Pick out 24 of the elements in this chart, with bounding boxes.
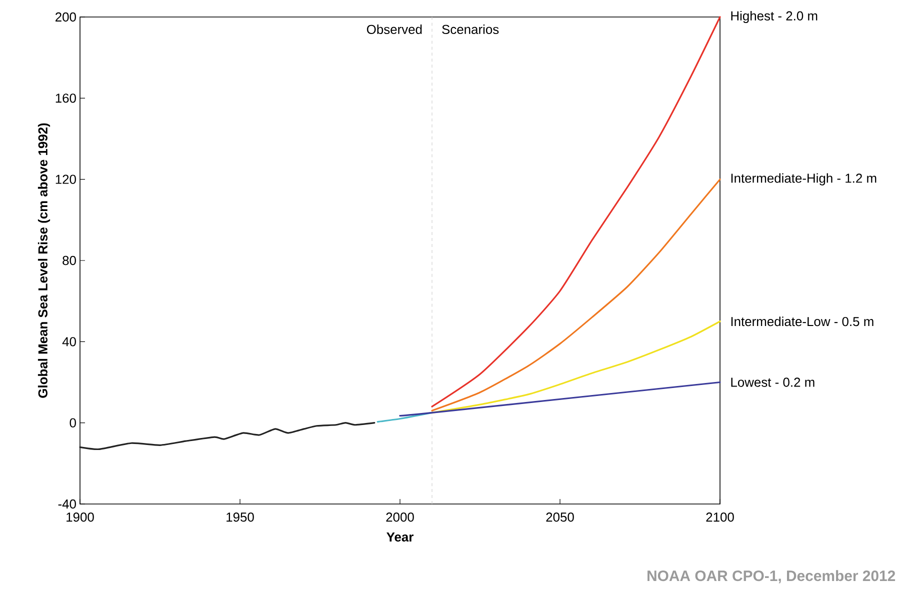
annotation: Observed (366, 24, 422, 34)
y-tick-label: 120 (56, 174, 76, 184)
series-label: Lowest - 0.2 m (731, 378, 814, 387)
text: NOAA OAR CPO-1, December 2012 (648, 570, 896, 584)
y-tick-label: 0 (70, 418, 76, 428)
x-tick-label: 2100 (706, 512, 734, 522)
line-series (431, 178, 721, 412)
x-tick-label: 1900 (66, 512, 94, 522)
series-label: Intermediate-High - 1.2 m (731, 173, 876, 186)
annotation: Scenarios (442, 24, 499, 34)
series-label: Intermediate-Low - 0.5 m (731, 316, 874, 326)
y-tick-label: 160 (56, 94, 76, 103)
y-tick-label: 40 (62, 337, 76, 346)
x-tick-label: 1950 (226, 512, 254, 522)
x-tick-label: 2050 (546, 512, 574, 522)
y-axis-title: Global Mean Sea Level Rise (cm above 1992) (38, 123, 50, 398)
line-series (431, 16, 721, 408)
y-tick-label: 80 (62, 256, 76, 266)
series-label: Highest - 2.0 m (731, 10, 818, 24)
line-series (79, 422, 376, 450)
y-tick-label: -40 (58, 499, 76, 509)
x-tick-label: 2000 (386, 512, 414, 522)
x-axis-title: Year (386, 532, 414, 542)
y-tick-label: 200 (56, 12, 76, 22)
